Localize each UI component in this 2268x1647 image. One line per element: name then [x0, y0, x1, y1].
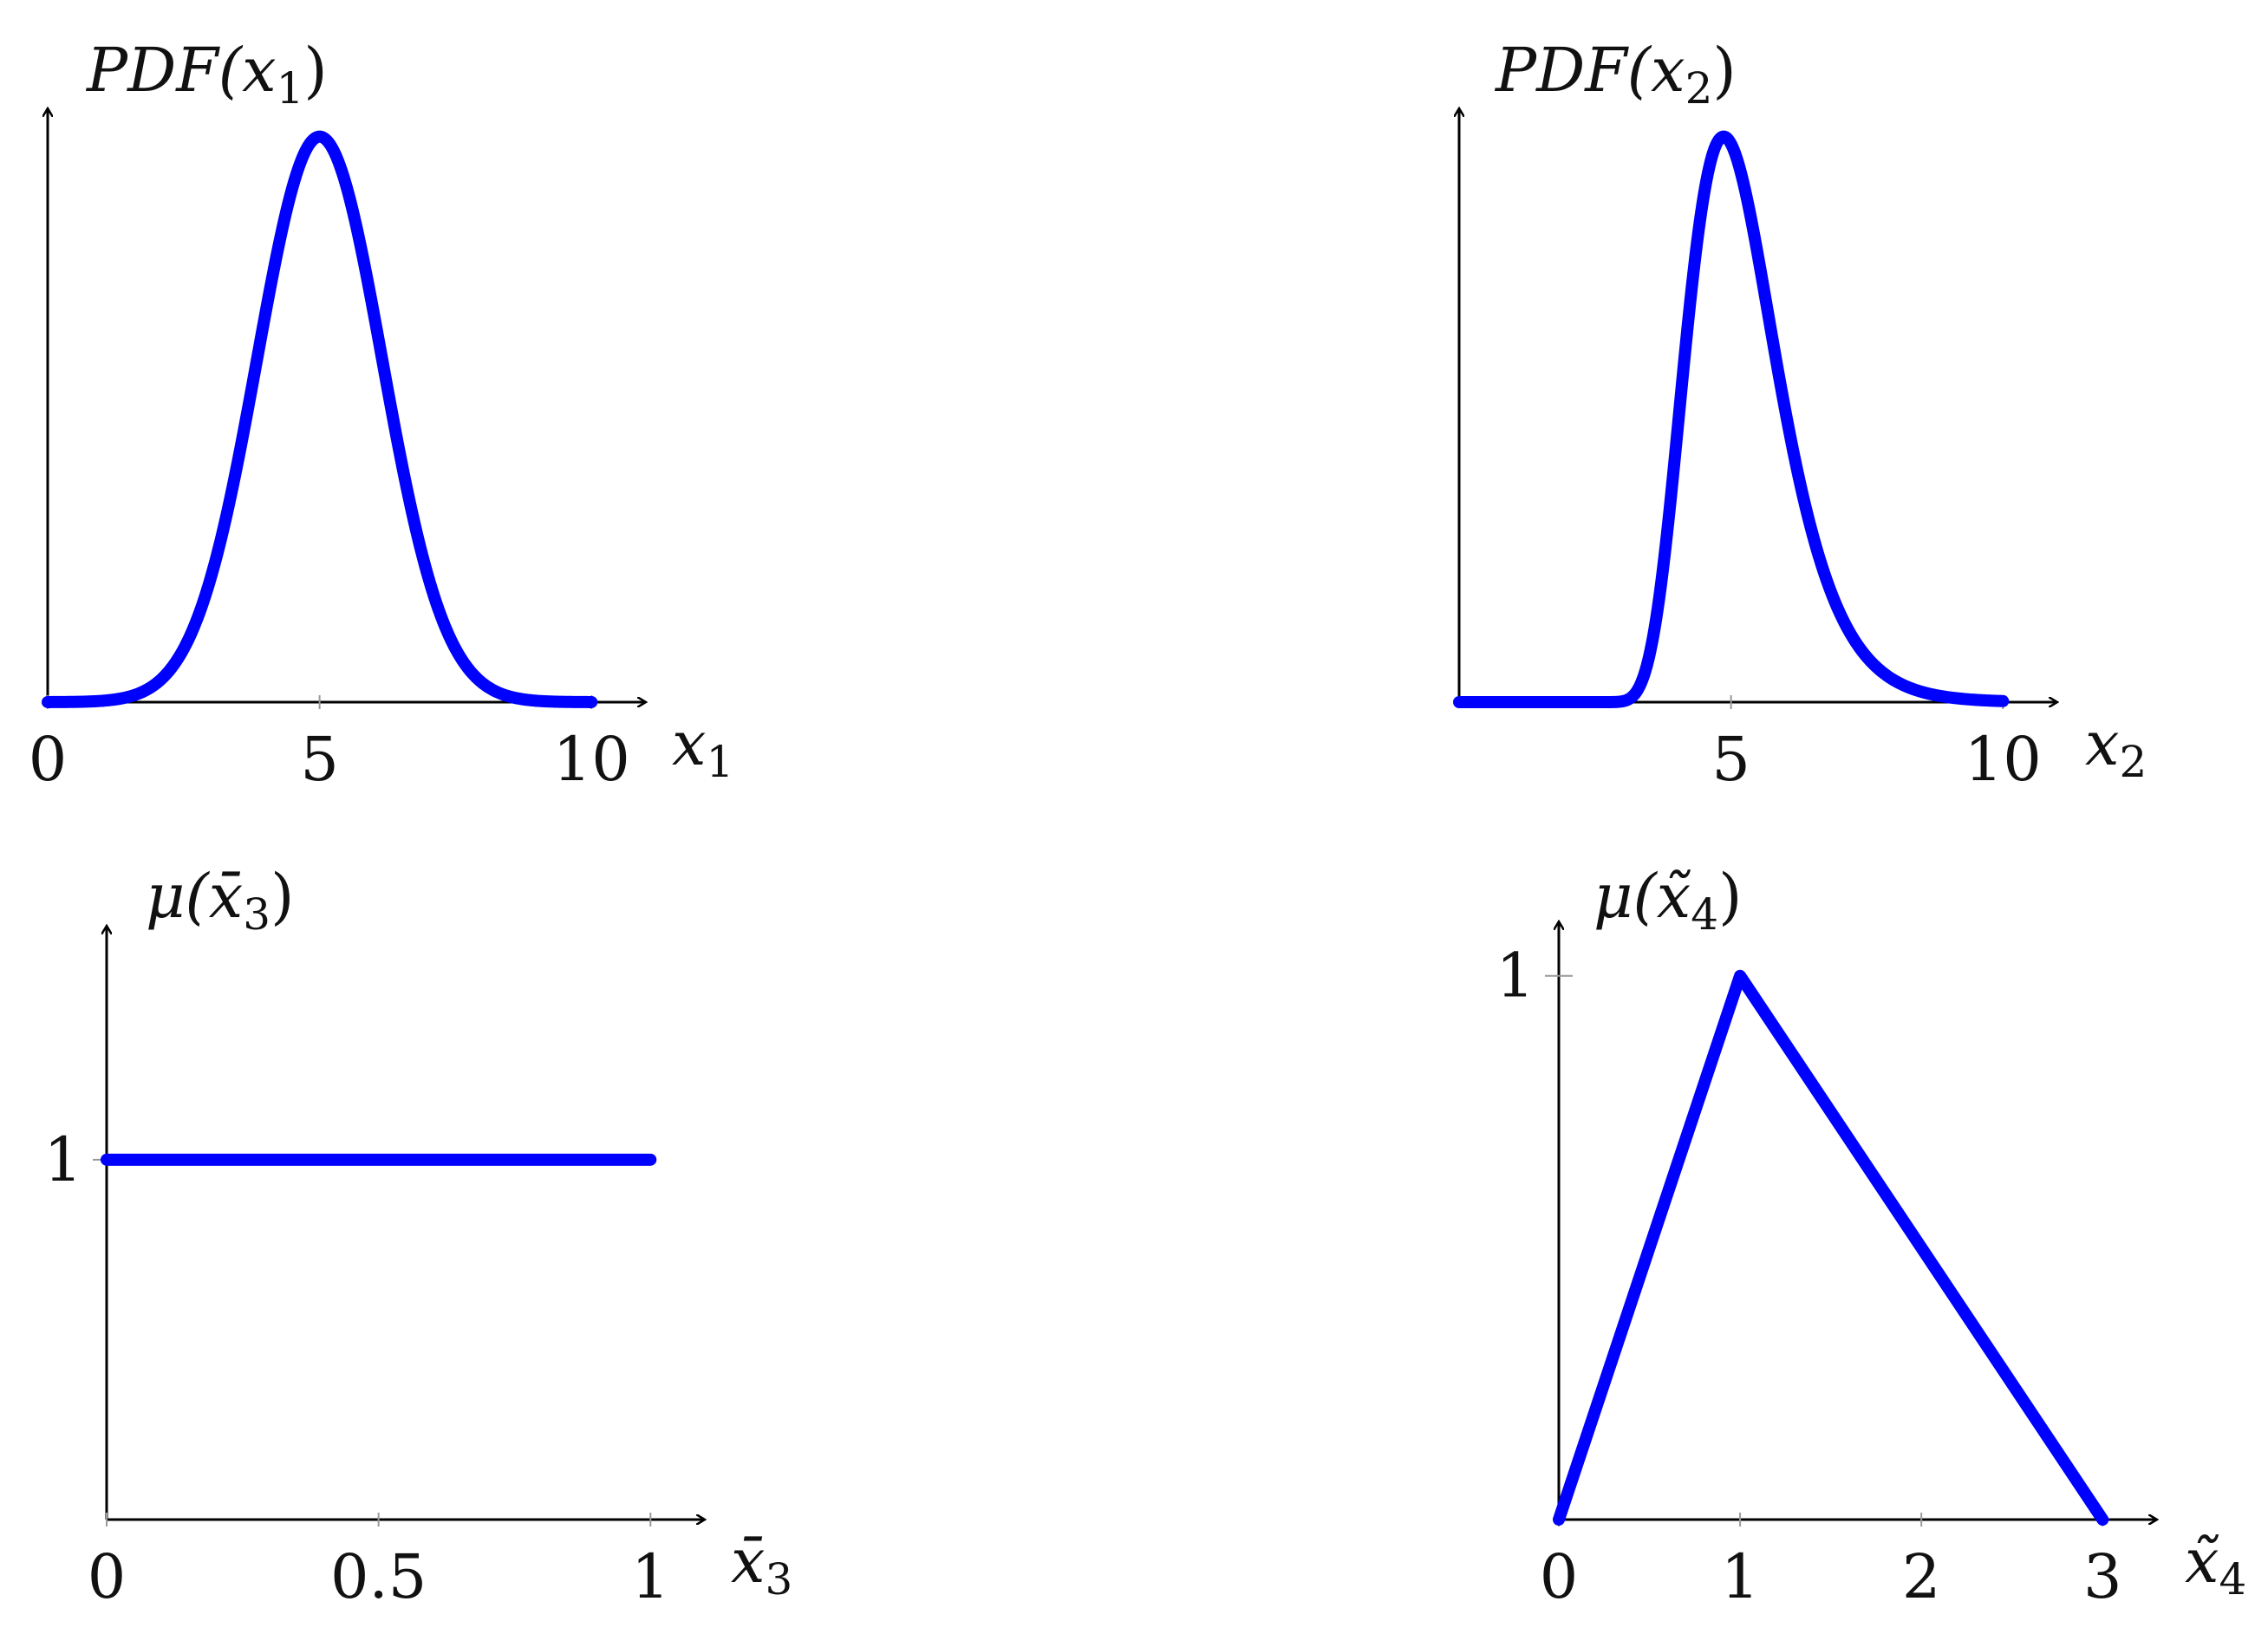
- x-axis-label: x̄3: [731, 1526, 792, 1605]
- x-axis-label: x2: [2085, 708, 2147, 787]
- y-axis-label: μ(x̃4): [1593, 861, 1742, 940]
- tick-labels: 5 10: [1711, 724, 2041, 795]
- x-tick-label: 5: [300, 724, 339, 795]
- y-tick-label: 1: [1496, 941, 1535, 1012]
- y-tick-label: 1: [43, 1124, 82, 1195]
- tick-labels: 0 5 10: [29, 724, 630, 795]
- y-axis-label: PDF(x1): [85, 35, 328, 114]
- y-axis-label: PDF(x2): [1494, 35, 1737, 114]
- panel-1: 0 5 10 x1 PDF(x1): [29, 35, 734, 795]
- x-tick-label: 2: [1902, 1541, 1941, 1612]
- y-axis-label: μ(x̄3): [146, 861, 294, 940]
- tick-labels: 0 0.5 1 1: [43, 1124, 669, 1612]
- x-axis-label: x̃4: [2185, 1526, 2246, 1605]
- x-tick-label: 0: [88, 1541, 127, 1612]
- x-tick-label: 5: [1711, 724, 1750, 795]
- x-tick-label: 0: [1540, 1541, 1579, 1612]
- series-line: [1453, 130, 2010, 708]
- x-tick-label: 1: [631, 1541, 670, 1612]
- series-line: [1553, 969, 2109, 1526]
- tick-marks: [93, 1158, 652, 1527]
- panel-2: 5 10 x2 PDF(x2): [1453, 35, 2147, 795]
- tick-marks: [1545, 974, 2104, 1527]
- x-axis-label: x1: [672, 708, 733, 787]
- x-tick-label: 10: [553, 724, 630, 795]
- series-line: [42, 130, 598, 708]
- panel-3: 0 0.5 1 1 x̄3 μ(x̄3): [43, 861, 792, 1612]
- x-tick-label: 0.5: [330, 1541, 427, 1612]
- tick-labels: 0 1 2 3 1: [1496, 941, 2121, 1612]
- panel-4: 0 1 2 3 1 x̃4 μ(x̃4): [1496, 861, 2246, 1612]
- x-tick-label: 0: [29, 724, 68, 795]
- x-tick-label: 3: [2083, 1541, 2122, 1612]
- x-tick-label: 10: [1965, 724, 2042, 795]
- x-tick-label: 1: [1721, 1541, 1760, 1612]
